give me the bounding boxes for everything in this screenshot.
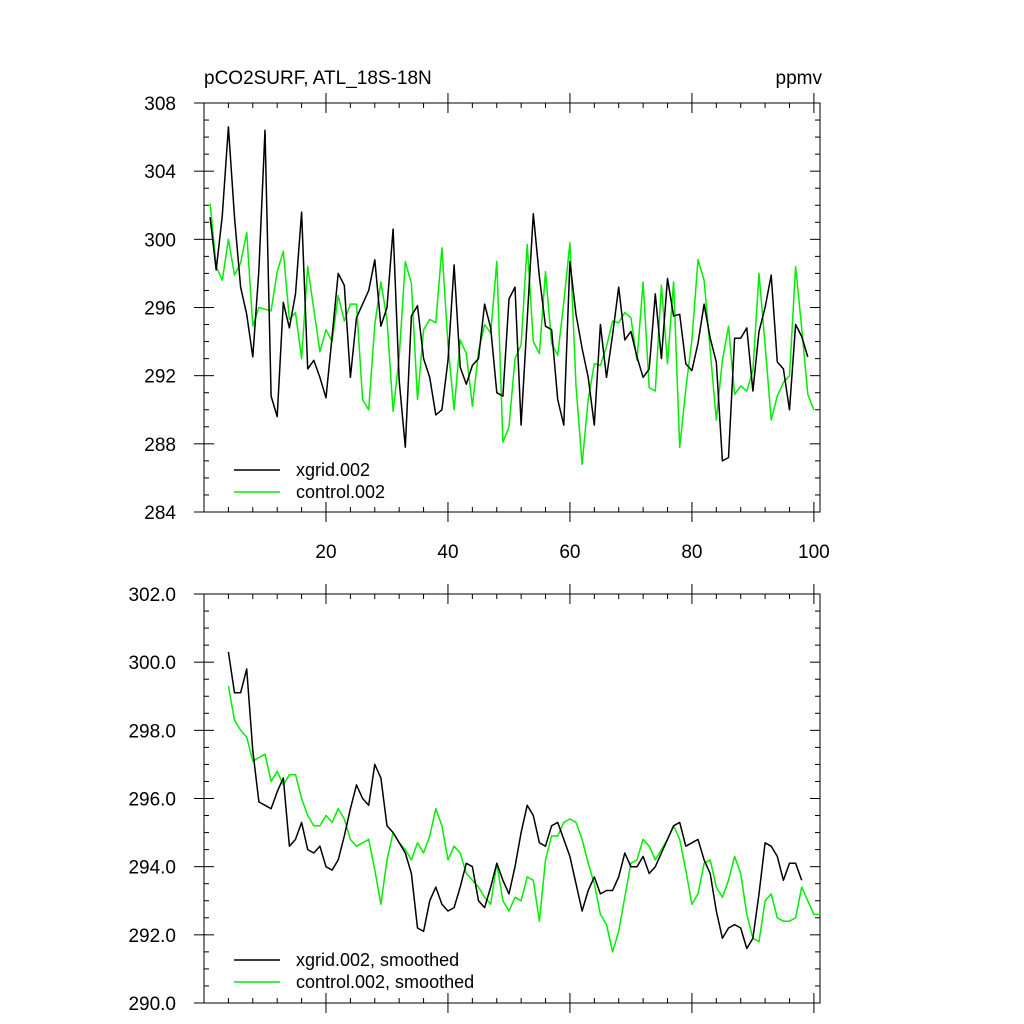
top-panel: pCO2SURF, ATL_18S-18N ppmv 284 288 292 296 3… [144, 68, 829, 563]
series-line-xgrid [209, 126, 809, 462]
series-line-control [209, 203, 815, 466]
legend-label: control.002, smoothed [296, 972, 474, 992]
y-tick-label: 292.0 [128, 926, 176, 947]
y-tick-label: 304 [144, 162, 176, 183]
bottom-ticks: 290.0 292.0 294.0 296.0 298.0 300.0 302.0 [128, 584, 820, 1015]
bottom-panel: 290.0 292.0 294.0 296.0 298.0 300.0 302.0 xgri… [128, 584, 821, 1015]
top-series [209, 126, 815, 466]
unit-label: ppmv [776, 68, 823, 89]
y-tick-label: 284 [144, 503, 176, 524]
y-tick-label: 308 [144, 94, 176, 115]
y-tick-label: 292 [144, 367, 176, 388]
y-tick-label: 290.0 [128, 994, 176, 1015]
legend-label: xgrid.002, smoothed [296, 950, 459, 970]
y-tick-label: 302.0 [128, 585, 176, 606]
y-tick-label: 300 [144, 230, 176, 251]
y-tick-label: 298.0 [128, 721, 176, 742]
legend-label: control.002 [296, 482, 385, 502]
x-tick-label: 100 [798, 542, 830, 563]
y-tick-label: 296 [144, 299, 176, 320]
x-tick-label: 20 [315, 542, 336, 563]
y-tick-label: 300.0 [128, 653, 176, 674]
y-tick-label: 294.0 [128, 858, 176, 879]
x-tick-label: 40 [437, 542, 458, 563]
bottom-plot-frame [203, 593, 821, 1004]
series-line-control [227, 685, 820, 953]
y-tick-label: 288 [144, 435, 176, 456]
chart-title: pCO2SURF, ATL_18S-18N [204, 68, 432, 89]
top-plot-frame [203, 102, 821, 513]
top-ticks: 284 288 292 296 300 304 308 20 40 60 80 100 [144, 93, 830, 563]
x-tick-label: 60 [559, 542, 580, 563]
series-line-xgrid [227, 651, 803, 950]
y-tick-label: 296.0 [128, 790, 176, 811]
legend-label: xgrid.002 [296, 460, 370, 480]
bottom-series [227, 651, 820, 953]
x-tick-label: 80 [681, 542, 702, 563]
